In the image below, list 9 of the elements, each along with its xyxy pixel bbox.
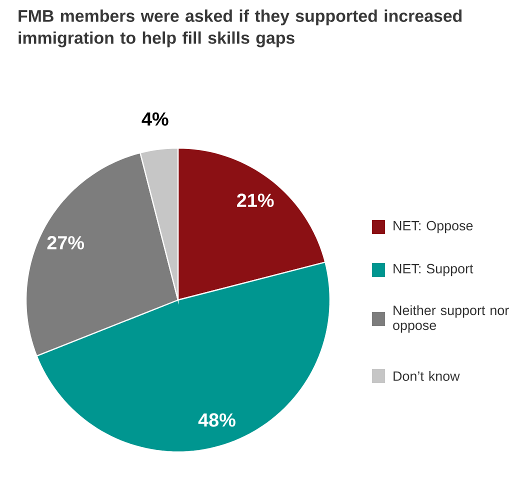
legend-label: Neither support nor oppose	[393, 305, 509, 333]
data-label: 48%	[198, 413, 236, 427]
legend-label: NET: Oppose	[394, 220, 473, 234]
legend-label: NET: Support	[394, 264, 474, 276]
data-label: 27%	[47, 236, 84, 250]
data-label: 4%	[142, 112, 168, 126]
chart-title: FMB members were asked if they supported increased immigration to help fill skills gaps	[18, 10, 462, 48]
legend-label: Don’t know	[394, 371, 460, 381]
data-label: 21%	[237, 194, 274, 207]
